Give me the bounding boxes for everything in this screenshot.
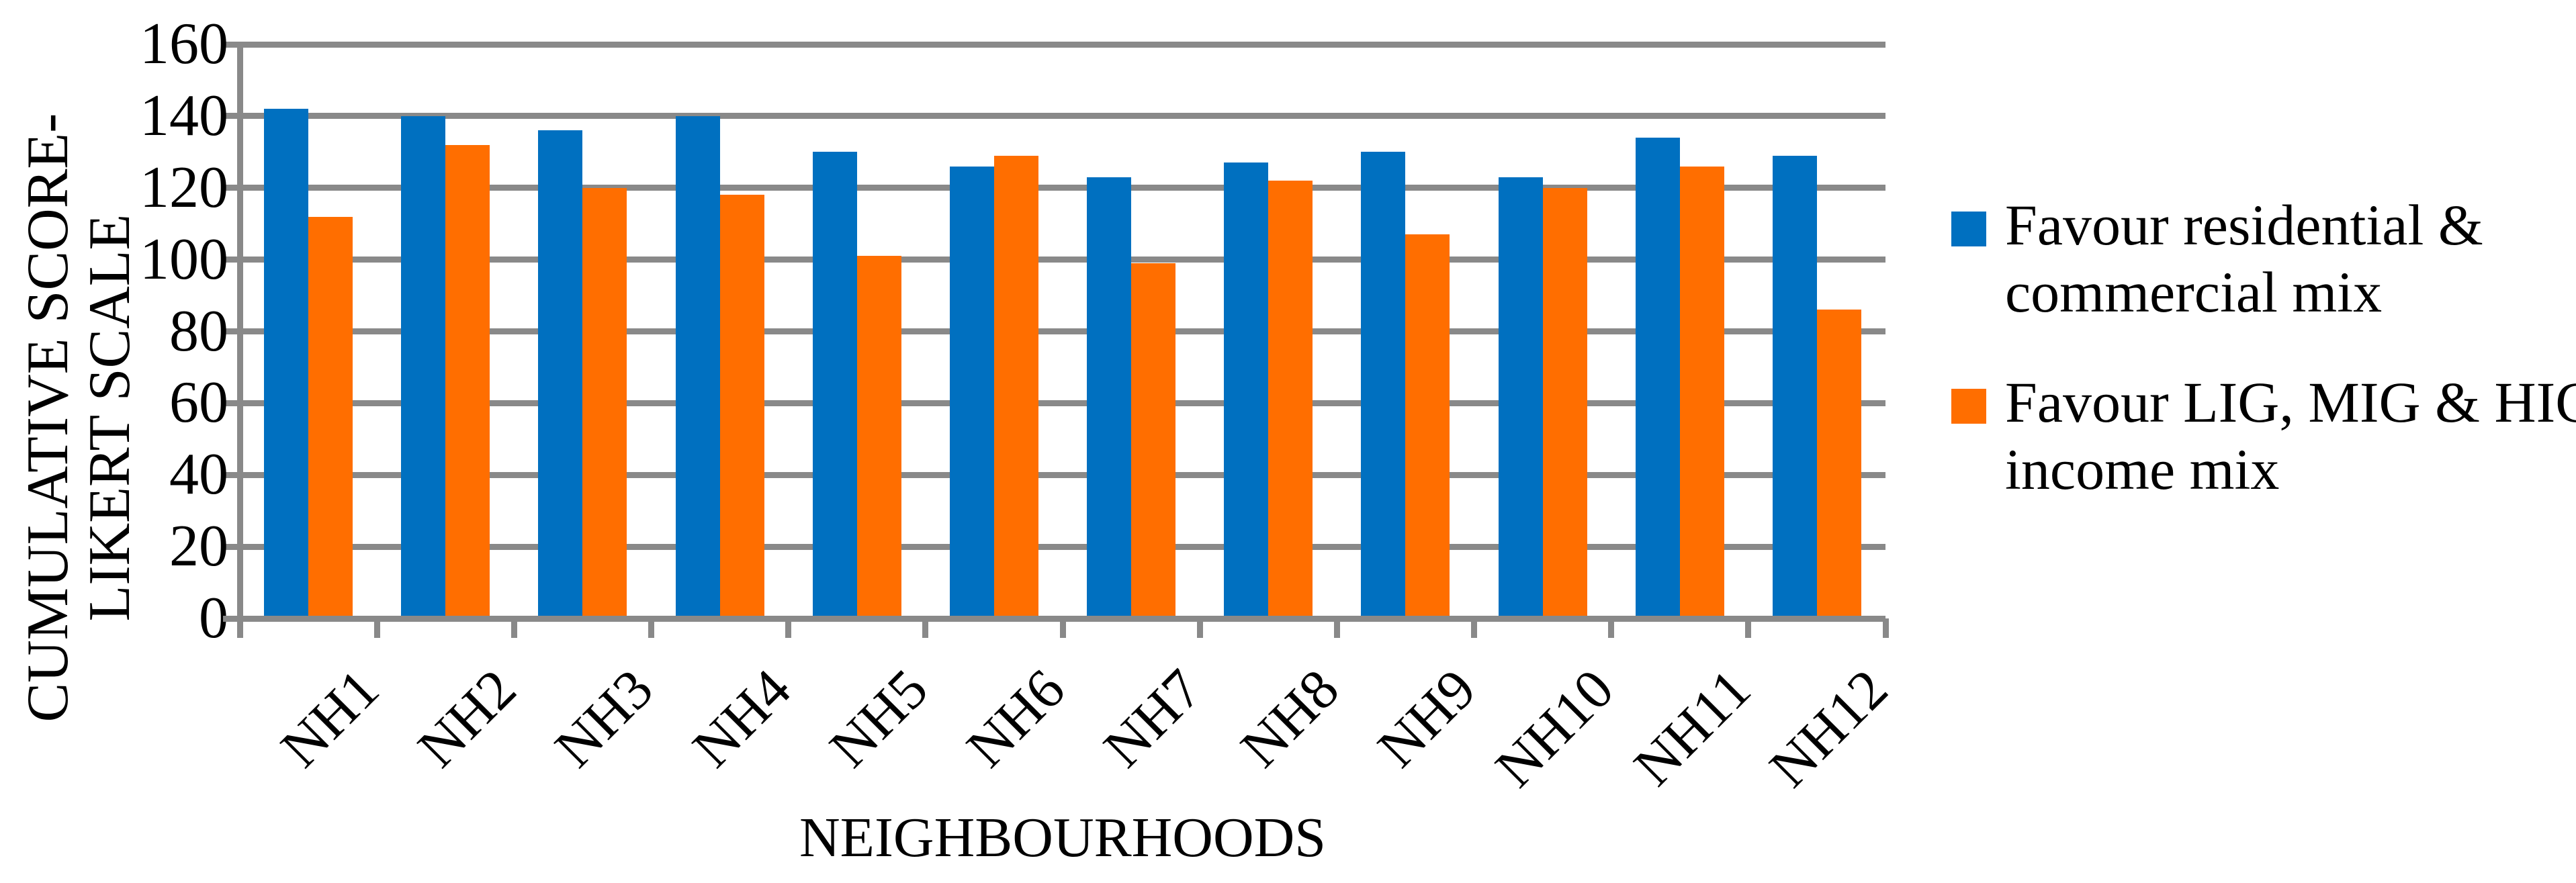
legend-swatch-orange: [1951, 389, 1986, 424]
bar-nh3-orange: [582, 187, 627, 618]
bar-nh12-blue: [1772, 155, 1817, 618]
y-tick-label-40: 40: [169, 442, 228, 508]
bar-nh8-orange: [1268, 181, 1313, 618]
bar-nh5-blue: [812, 152, 857, 618]
legend-label-residential-commercial: Favour residential & commercial mix: [2005, 191, 2483, 326]
bar-nh1-blue: [264, 109, 309, 618]
y-axis-line: [236, 41, 243, 638]
gridline-140: [223, 113, 1885, 120]
bar-nh6-blue: [949, 166, 994, 618]
gridline-40: [223, 471, 1885, 478]
bar-nh3-blue: [538, 130, 583, 618]
bar-nh4-orange: [719, 195, 764, 618]
x-axis-line: [223, 615, 1885, 622]
legend-entry-income-mix: Favour LIG, MIG & HIG income mix: [1951, 369, 2576, 503]
y-axis-title-line1: CUMULATIVE SCORE-: [15, 113, 81, 723]
legend-entry-residential-commercial: Favour residential & commercial mix: [1951, 191, 2483, 326]
x-tick-0: [236, 618, 243, 638]
gridline-100: [223, 257, 1885, 263]
bar-nh7-blue: [1087, 177, 1132, 618]
y-tick-label-60: 60: [169, 370, 228, 436]
x-tick-9: [1471, 618, 1477, 638]
legend-label-line: income mix: [2005, 437, 2280, 502]
gridline-80: [223, 328, 1885, 334]
y-axis-title-line2: LIKERT SCALE: [77, 214, 142, 622]
legend-label-line: Favour residential &: [2005, 193, 2483, 257]
bar-nh11-orange: [1679, 166, 1724, 618]
gridline-160: [223, 41, 1885, 48]
bar-nh6-orange: [993, 155, 1038, 618]
y-axis-title: CUMULATIVE SCORE- LIKERT SCALE: [15, 15, 142, 821]
x-tick-11: [1745, 618, 1752, 638]
bar-nh8-blue: [1224, 162, 1269, 618]
y-tick-label-120: 120: [140, 154, 228, 220]
gridline-60: [223, 400, 1885, 406]
x-tick-5: [922, 618, 929, 638]
x-tick-8: [1333, 618, 1340, 638]
bar-nh10-orange: [1542, 187, 1587, 618]
bar-nh1-orange: [308, 216, 353, 618]
x-tick-3: [648, 618, 654, 638]
bar-nh4-blue: [675, 115, 720, 618]
legend-label-line: commercial mix: [2005, 260, 2383, 324]
x-tick-4: [785, 618, 792, 638]
x-tick-7: [1196, 618, 1203, 638]
x-tick-2: [510, 618, 517, 638]
x-tick-6: [1059, 618, 1066, 638]
y-tick-label-140: 140: [140, 83, 228, 148]
bar-nh10-blue: [1498, 177, 1543, 618]
y-tick-label-20: 20: [169, 514, 228, 579]
legend-swatch-blue: [1951, 212, 1986, 246]
bar-nh2-blue: [401, 115, 446, 618]
gridline-120: [223, 185, 1885, 191]
x-tick-1: [373, 618, 380, 638]
y-tick-label-80: 80: [169, 298, 228, 364]
x-axis-title: NEIGHBOURHOODS: [799, 806, 1326, 869]
bar-nh2-orange: [445, 144, 490, 618]
legend-label-line: Favour LIG, MIG & HIG: [2005, 370, 2576, 434]
bar-nh5-orange: [856, 256, 901, 618]
gridline-20: [223, 543, 1885, 550]
bar-nh11-blue: [1635, 137, 1680, 618]
bar-nh7-orange: [1131, 263, 1176, 618]
bar-nh12-orange: [1816, 310, 1861, 618]
x-tick-12: [1882, 618, 1889, 638]
legend-label-income-mix: Favour LIG, MIG & HIG income mix: [2005, 369, 2576, 503]
bar-nh9-blue: [1361, 152, 1406, 618]
y-tick-label-160: 160: [140, 11, 228, 77]
y-tick-label-100: 100: [140, 226, 228, 292]
x-tick-10: [1608, 618, 1615, 638]
bar-nh9-orange: [1405, 234, 1450, 618]
